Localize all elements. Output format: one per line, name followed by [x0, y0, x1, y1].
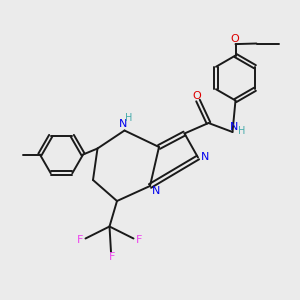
Text: H: H: [238, 125, 246, 136]
Text: N: N: [119, 119, 127, 129]
Text: O: O: [192, 91, 201, 101]
Text: N: N: [152, 185, 160, 196]
Text: F: F: [108, 252, 115, 262]
Text: N: N: [200, 152, 209, 163]
Text: N: N: [230, 122, 238, 132]
Text: H: H: [125, 113, 133, 124]
Text: F: F: [77, 235, 83, 245]
Text: F: F: [136, 235, 143, 245]
Text: O: O: [230, 34, 239, 44]
